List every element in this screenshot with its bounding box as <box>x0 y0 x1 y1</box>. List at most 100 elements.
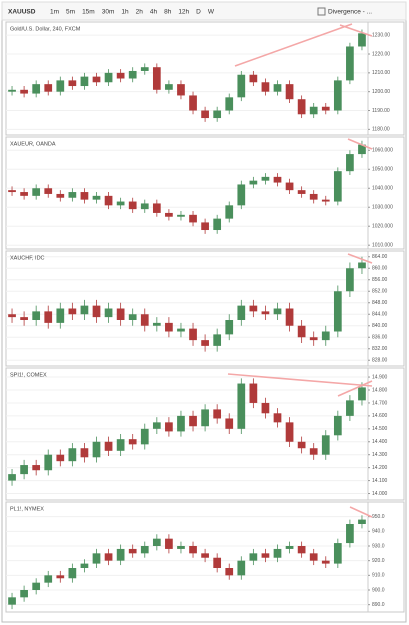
y-tick-label: 1220.00 <box>372 51 390 57</box>
y-tick-label: 1190.00 <box>372 108 390 114</box>
candle-body <box>104 553 113 561</box>
indicator[interactable]: Divergence - ... <box>328 9 372 16</box>
candle-body <box>140 428 149 445</box>
candle-body <box>237 383 246 429</box>
candle-body <box>177 328 185 332</box>
candle-body <box>68 80 77 87</box>
interval-button[interactable]: 15m <box>82 9 95 16</box>
candle-body <box>80 192 89 200</box>
candle-body <box>68 192 77 198</box>
candle-body <box>8 190 16 193</box>
candle-body <box>201 340 209 346</box>
trend-line <box>347 253 373 264</box>
candle-body <box>152 422 161 429</box>
candle-body <box>165 212 173 217</box>
candle-body <box>20 89 28 94</box>
y-tick-label: 1060.000 <box>372 148 393 154</box>
candle-body <box>140 314 149 326</box>
candle-body <box>8 314 16 318</box>
y-tick-label: 14.000 <box>372 491 388 497</box>
y-tick-label: 900.0 <box>372 587 385 593</box>
candle-body <box>321 199 330 202</box>
candle-body <box>297 546 306 554</box>
y-tick-label: 14.500 <box>372 426 388 432</box>
candle-body <box>104 441 113 451</box>
candle-body <box>56 575 65 579</box>
candle-body <box>333 291 342 332</box>
candle-body <box>333 80 342 111</box>
candle-body <box>213 557 222 568</box>
y-tick-label: 1210.00 <box>372 70 390 76</box>
candle-body <box>152 538 161 546</box>
y-tick-label: 14.600 <box>372 413 388 419</box>
interval-button[interactable]: 1m <box>50 9 59 16</box>
candle-body <box>32 582 41 590</box>
toolbar <box>1 1 407 21</box>
candle-body <box>56 80 65 92</box>
candle-body <box>249 180 258 185</box>
y-tick-label: 14.200 <box>372 465 388 471</box>
candle-body <box>321 106 330 111</box>
y-tick-label: 1010.000 <box>372 243 393 249</box>
candle-body <box>165 422 173 432</box>
candle-body <box>333 171 342 202</box>
candle-body <box>273 84 282 92</box>
candle-body <box>128 439 137 445</box>
panel <box>5 367 405 501</box>
candle-body <box>32 311 41 320</box>
candle-body <box>177 214 185 217</box>
candle-body <box>68 448 77 462</box>
candle-body <box>177 415 185 432</box>
interval-button[interactable]: 12h <box>178 9 189 16</box>
y-tick-label: 14.700 <box>372 400 388 406</box>
interval-button[interactable]: W <box>208 9 215 16</box>
candle-body <box>297 99 306 115</box>
interval-button[interactable]: D <box>196 9 201 16</box>
candle-body <box>116 72 125 79</box>
panel <box>5 501 405 613</box>
candle-body <box>20 465 28 475</box>
candle-body <box>346 524 354 544</box>
candle-body <box>333 543 342 564</box>
candle-body <box>213 409 222 419</box>
interval-button[interactable]: 4h <box>150 9 158 16</box>
trend-line <box>234 23 353 67</box>
symbol[interactable]: XAUUSD <box>8 9 36 16</box>
candle-body <box>358 262 366 269</box>
y-tick-label: 14.400 <box>372 439 388 445</box>
y-tick-label: 14.800 <box>372 387 388 393</box>
interval-button[interactable]: 8h <box>164 9 172 16</box>
candle-body <box>165 84 173 90</box>
candle-body <box>309 337 318 341</box>
panel-title: Gold/U.S. Dollar, 240, FXCM <box>10 26 81 32</box>
drawings <box>227 23 373 518</box>
y-tick-label: 940.0 <box>372 529 385 535</box>
trend-line <box>347 138 373 150</box>
candle-body <box>261 553 270 558</box>
candle-body <box>56 308 65 323</box>
candle-body <box>249 74 258 83</box>
candle-body <box>68 568 77 579</box>
candle-body <box>225 320 234 335</box>
trend-line <box>339 24 373 37</box>
trend-line <box>227 373 373 387</box>
interval-button[interactable]: 30m <box>102 9 115 16</box>
interval-button[interactable]: 1h <box>121 9 129 16</box>
candle-body <box>128 548 137 554</box>
y-tick-label: 890.0 <box>372 602 385 608</box>
candle-body <box>237 74 246 98</box>
candle-body <box>249 553 258 561</box>
interval-button[interactable]: 2h <box>136 9 144 16</box>
panel <box>5 250 405 367</box>
candle-body <box>309 448 318 455</box>
candle-body <box>116 308 125 320</box>
candle-body <box>140 67 149 71</box>
y-tick-label: 844.00 <box>372 312 388 318</box>
candle-body <box>189 328 197 341</box>
candle-body <box>237 305 246 320</box>
panel-title: SPI1!, COMEX <box>10 372 47 378</box>
candle-body <box>116 548 125 561</box>
interval-button[interactable]: 5m <box>66 9 75 16</box>
checkbox[interactable] <box>317 7 326 16</box>
candle-body <box>44 311 53 323</box>
